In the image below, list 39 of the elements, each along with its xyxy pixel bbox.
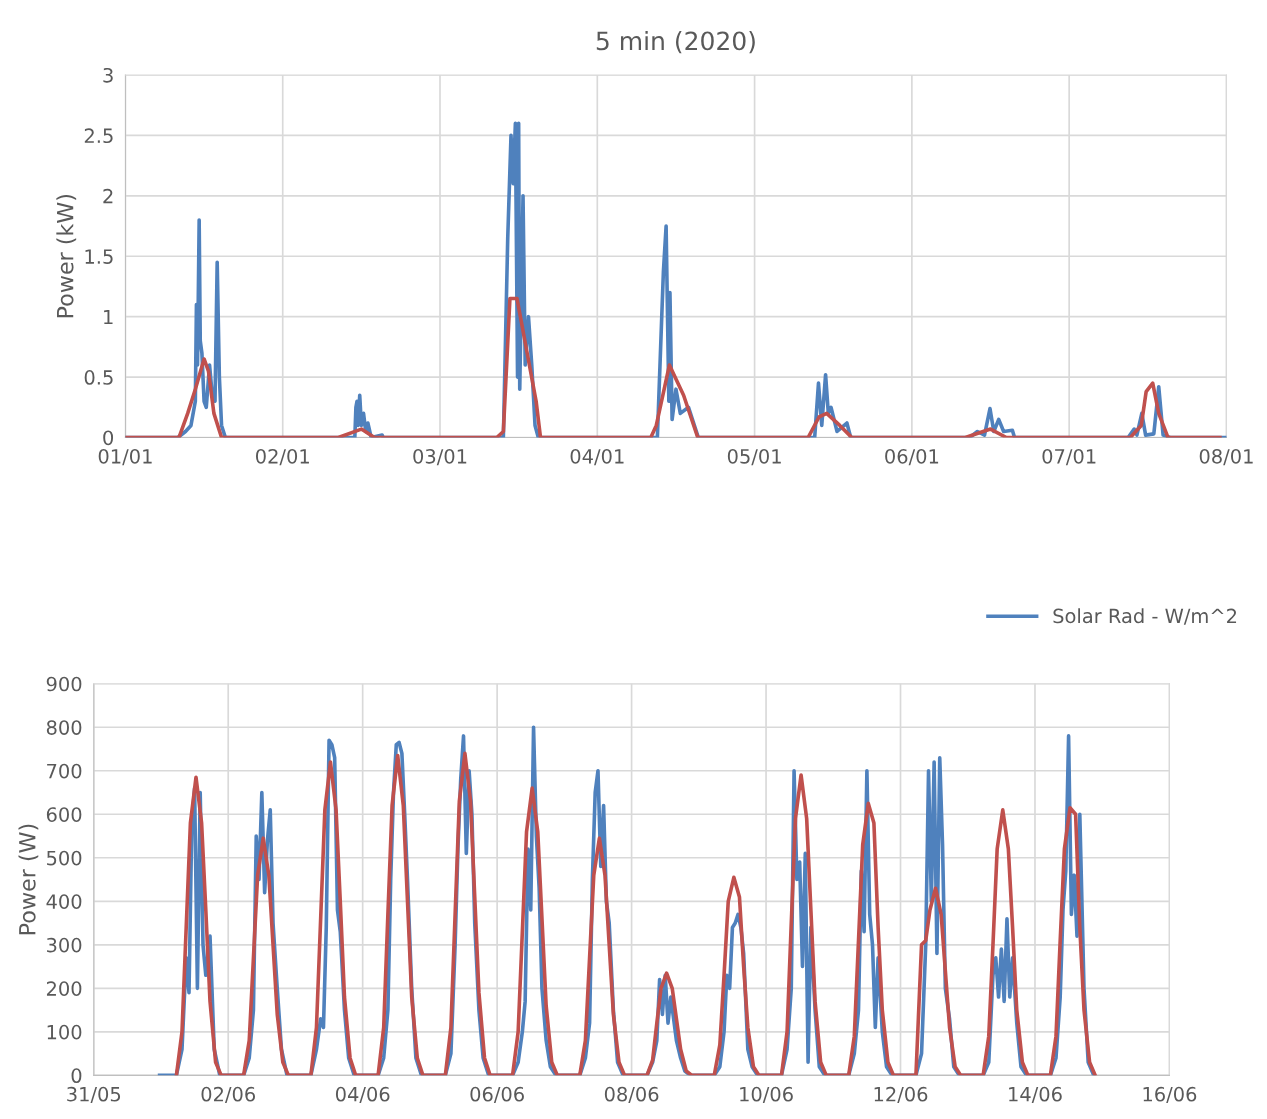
- y-tick-label: 100: [47, 1024, 82, 1040]
- y-tick-label: 800: [46, 720, 82, 735]
- y-axis-title: Power (W): [18, 824, 39, 935]
- x-tick-label: 02/01: [255, 448, 309, 466]
- x-tick-label: 16/06: [1143, 1086, 1197, 1104]
- line-series: [125, 296, 1222, 438]
- y-tick-label: 1: [104, 309, 113, 325]
- x-tick-label: 14/06: [1009, 1086, 1062, 1104]
- chart-title: 5 min (2020): [596, 30, 755, 54]
- x-tick-label: 06/01: [885, 448, 939, 466]
- y-tick-label: 0: [103, 430, 114, 446]
- x-tick-label: 12/06: [874, 1086, 928, 1104]
- x-tick-label: 10/06: [740, 1086, 793, 1104]
- y-tick-label: 2.5: [84, 128, 113, 144]
- y-tick-label: 700: [47, 763, 82, 779]
- y-tick-label: 600: [46, 807, 82, 822]
- x-tick-label: 04/06: [335, 1086, 390, 1104]
- y-tick-label: 300: [47, 937, 82, 953]
- x-tick-label: 02/06: [201, 1086, 256, 1104]
- y-tick-label: 200: [46, 981, 82, 996]
- y-tick-label: 400: [46, 894, 82, 909]
- y-tick-label: 900: [46, 676, 82, 692]
- x-tick-label: 03/01: [413, 448, 467, 466]
- x-tick-label: 08/06: [604, 1086, 659, 1104]
- y-tick-label: 0.5: [84, 370, 113, 385]
- y-tick-label: 1.5: [85, 249, 113, 264]
- legend-label: Solar Rad - W/m^2: [1053, 608, 1237, 625]
- y-tick-label: 3: [103, 67, 113, 83]
- x-tick-label: 01/01: [98, 448, 152, 466]
- x-tick-label: 08/01: [1199, 448, 1253, 466]
- y-tick-label: 0: [71, 1068, 82, 1084]
- x-tick-label: 06/06: [470, 1086, 524, 1104]
- x-tick-label: 04/01: [570, 448, 624, 466]
- y-tick-label: 500: [47, 850, 82, 866]
- x-tick-label: 07/01: [1042, 448, 1096, 466]
- y-axis-title: Power (kW): [56, 194, 77, 318]
- y-tick-label: 2: [103, 188, 113, 204]
- x-tick-label: 31/05: [67, 1086, 121, 1104]
- x-tick-label: 05/01: [727, 448, 781, 466]
